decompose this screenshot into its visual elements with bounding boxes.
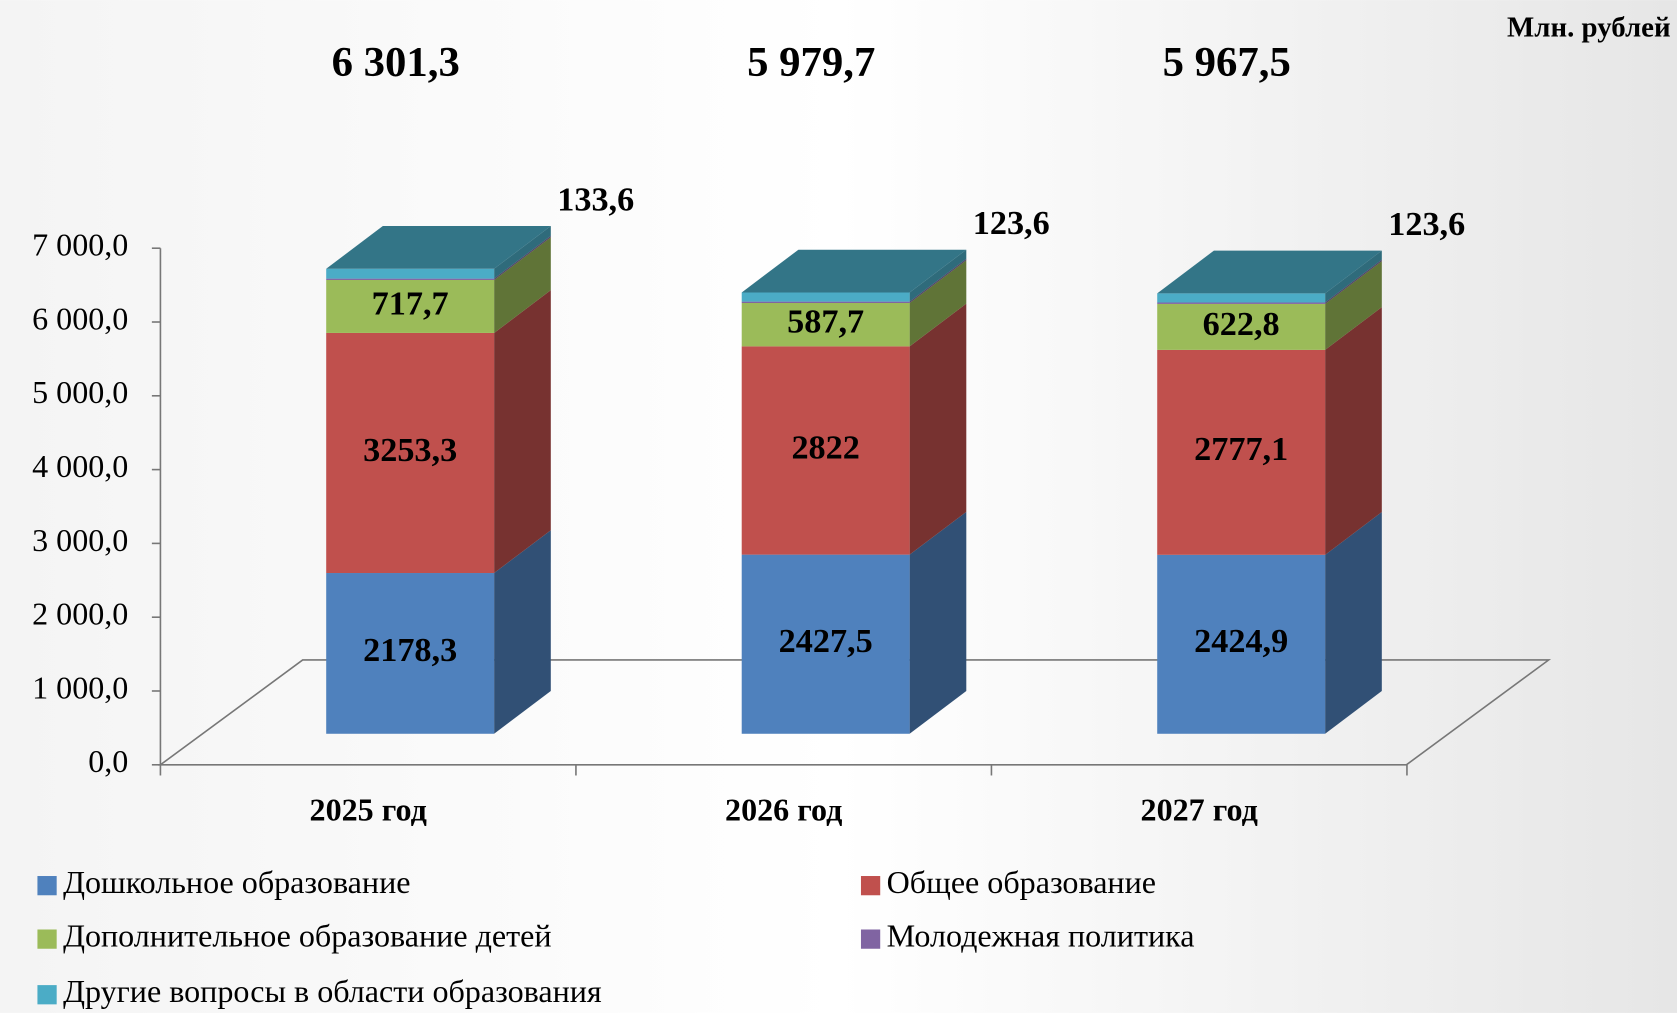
bar-segment <box>741 292 910 302</box>
legend-swatch <box>37 985 57 1005</box>
total-label: 5 967,5 <box>1163 39 1291 86</box>
legend-label: Дополнительное образование детей <box>63 917 551 953</box>
legend-label: Общее образование <box>887 864 1156 900</box>
legend-swatch <box>860 929 881 949</box>
bar-side <box>909 260 967 347</box>
bar-side <box>909 258 967 304</box>
bar-segment <box>1157 349 1326 555</box>
x-tick-label: 2026 год <box>725 791 842 827</box>
legend-label: Молодежная политика <box>887 917 1195 953</box>
bar-segment <box>326 332 495 574</box>
y-tick-label: 1 000,0 <box>32 669 128 705</box>
data-label: 133,6 <box>557 181 634 218</box>
bar-side <box>909 303 967 555</box>
data-label: 2424,9 <box>1194 623 1288 660</box>
legend-label: Другие вопросы в области образования <box>63 973 602 1009</box>
bar-side <box>909 249 967 302</box>
x-tick-label: 2025 год <box>310 791 427 827</box>
bar-segment <box>741 301 910 304</box>
data-label: 123,6 <box>973 205 1050 242</box>
bar-segment <box>326 268 495 279</box>
bar-segment <box>326 279 495 333</box>
y-tick-label: 2 000,0 <box>32 596 128 632</box>
bar-side <box>494 530 551 734</box>
bar-segment <box>1157 302 1326 304</box>
legend-swatch <box>37 876 57 896</box>
unit-label: Млн. рублей <box>1507 12 1671 44</box>
data-label: 2178,3 <box>363 632 457 669</box>
y-tick-label: 7 000,0 <box>32 227 128 263</box>
bar-side <box>494 225 551 279</box>
y-tick-label: 4 000,0 <box>32 448 128 484</box>
total-label: 6 301,3 <box>332 39 460 86</box>
bar-side <box>909 511 967 734</box>
bar-side <box>494 237 551 333</box>
data-label: 587,7 <box>787 304 864 341</box>
total-label: 5 979,7 <box>747 39 875 86</box>
bar-segment <box>741 303 910 347</box>
bar-segment <box>1157 293 1326 303</box>
data-label: 2427,5 <box>779 623 873 660</box>
y-tick-label: 5 000,0 <box>32 374 128 410</box>
bar-side <box>1325 307 1382 555</box>
x-tick-label: 2027 год <box>1141 791 1258 827</box>
bar-side <box>1325 250 1382 303</box>
data-label: 717,7 <box>372 285 449 322</box>
legend-label: Дошкольное образование <box>63 864 410 900</box>
bar-segment <box>326 573 495 734</box>
y-tick-label: 0,0 <box>88 743 128 779</box>
bar-side <box>494 235 551 280</box>
bar-segment <box>741 554 910 734</box>
bar-segment <box>326 278 495 280</box>
bar-top <box>1157 250 1382 294</box>
bar-top <box>741 249 967 293</box>
y-tick-label: 3 000,0 <box>32 522 128 558</box>
bar-side <box>1325 261 1382 350</box>
bar-segment <box>1157 554 1326 734</box>
data-label: 3253,3 <box>363 432 457 469</box>
data-label: 622,8 <box>1203 306 1280 343</box>
data-label: 2822 <box>791 429 859 466</box>
legend-swatch <box>37 929 57 949</box>
bar-side <box>1325 512 1382 734</box>
data-label: 123,6 <box>1388 206 1465 243</box>
bar-top <box>326 225 551 269</box>
bar-segment <box>741 346 910 555</box>
bar-segment <box>1157 303 1326 350</box>
y-tick-label: 6 000,0 <box>32 300 128 336</box>
legend-swatch <box>860 876 881 896</box>
bar-side <box>494 290 551 574</box>
data-label: 2777,1 <box>1194 431 1288 468</box>
bar-side <box>1325 259 1382 304</box>
